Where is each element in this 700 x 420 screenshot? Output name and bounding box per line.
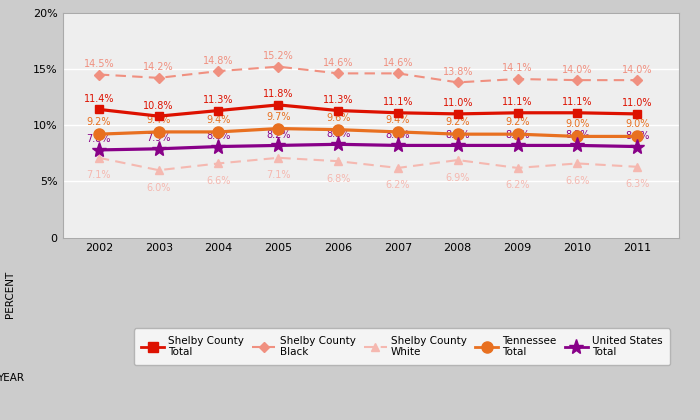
Text: 9.4%: 9.4% <box>146 115 171 125</box>
Text: 11.1%: 11.1% <box>503 97 533 107</box>
Text: 6.6%: 6.6% <box>565 176 589 186</box>
Text: 14.6%: 14.6% <box>383 58 413 68</box>
Text: PERCENT: PERCENT <box>6 270 15 318</box>
Text: 6.0%: 6.0% <box>146 183 171 193</box>
Text: 14.0%: 14.0% <box>562 65 593 75</box>
Text: 11.3%: 11.3% <box>323 95 354 105</box>
Text: 15.2%: 15.2% <box>263 51 294 61</box>
Text: 11.4%: 11.4% <box>83 94 114 104</box>
Text: 10.8%: 10.8% <box>144 101 174 110</box>
Text: 6.8%: 6.8% <box>326 174 350 184</box>
Text: 7.8%: 7.8% <box>87 134 111 144</box>
Text: 14.0%: 14.0% <box>622 65 652 75</box>
Text: 9.2%: 9.2% <box>505 117 530 127</box>
Text: 7.9%: 7.9% <box>146 133 171 143</box>
Text: 8.1%: 8.1% <box>625 131 650 141</box>
Text: 8.2%: 8.2% <box>505 130 530 140</box>
Text: YEAR: YEAR <box>0 373 24 383</box>
Text: 11.1%: 11.1% <box>562 97 593 107</box>
Text: 11.0%: 11.0% <box>622 98 652 108</box>
Text: 11.1%: 11.1% <box>383 97 413 107</box>
Text: 7.1%: 7.1% <box>266 170 290 180</box>
Text: 6.9%: 6.9% <box>445 173 470 183</box>
Text: 8.1%: 8.1% <box>206 131 231 141</box>
Text: 9.2%: 9.2% <box>87 117 111 127</box>
Text: 14.1%: 14.1% <box>503 63 533 73</box>
Text: 14.8%: 14.8% <box>203 55 234 66</box>
Text: 9.6%: 9.6% <box>326 113 350 123</box>
Text: 9.4%: 9.4% <box>386 115 410 125</box>
Text: 9.2%: 9.2% <box>445 117 470 127</box>
Text: 6.2%: 6.2% <box>505 181 530 190</box>
Text: 11.3%: 11.3% <box>203 95 234 105</box>
Text: 9.7%: 9.7% <box>266 112 290 122</box>
Text: 14.2%: 14.2% <box>144 62 174 72</box>
Legend: Shelby County
Total, Shelby County
Black, Shelby County
White, Tennessee
Total, : Shelby County Total, Shelby County Black… <box>134 328 670 365</box>
Text: 9.0%: 9.0% <box>625 119 650 129</box>
Text: 6.6%: 6.6% <box>206 176 231 186</box>
Text: 6.3%: 6.3% <box>625 179 650 189</box>
Text: 9.4%: 9.4% <box>206 115 231 125</box>
Text: 8.2%: 8.2% <box>445 130 470 140</box>
Text: 11.8%: 11.8% <box>263 89 293 100</box>
Text: 14.5%: 14.5% <box>83 59 114 69</box>
Text: 8.2%: 8.2% <box>266 130 290 140</box>
Text: 8.2%: 8.2% <box>386 130 410 140</box>
Text: 8.2%: 8.2% <box>565 130 589 140</box>
Text: 13.8%: 13.8% <box>442 67 473 77</box>
Text: 11.0%: 11.0% <box>442 98 473 108</box>
Text: 6.2%: 6.2% <box>386 181 410 190</box>
Text: 8.3%: 8.3% <box>326 129 350 139</box>
Text: 7.1%: 7.1% <box>87 170 111 180</box>
Text: 9.0%: 9.0% <box>565 119 589 129</box>
Text: 14.6%: 14.6% <box>323 58 354 68</box>
